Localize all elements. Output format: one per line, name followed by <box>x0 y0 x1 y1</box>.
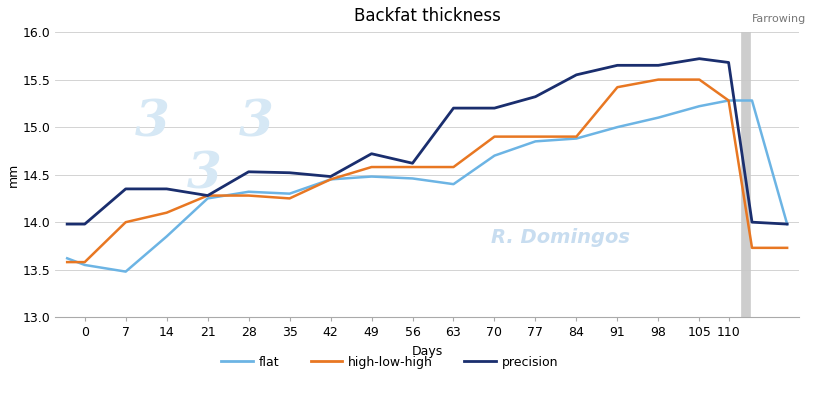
Text: 3: 3 <box>238 99 274 148</box>
Text: 3: 3 <box>187 150 221 199</box>
Text: R. Domingos: R. Domingos <box>491 228 630 247</box>
Y-axis label: mm: mm <box>7 163 20 187</box>
Text: Farrowing: Farrowing <box>751 15 805 24</box>
Text: 3: 3 <box>134 99 170 148</box>
Legend: flat, high-low-high, precision: flat, high-low-high, precision <box>216 351 563 374</box>
X-axis label: Days: Days <box>411 345 442 358</box>
Title: Backfat thickness: Backfat thickness <box>353 7 500 25</box>
